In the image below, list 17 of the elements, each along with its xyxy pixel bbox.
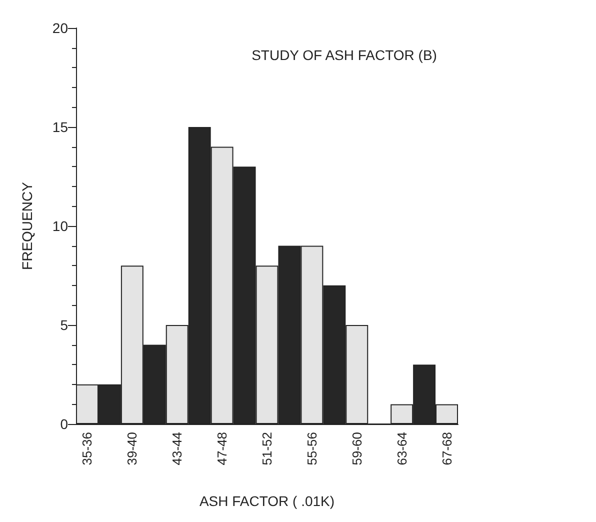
y-tick-label: 20 (52, 20, 68, 36)
x-tick-label: 47-48 (214, 432, 230, 466)
x-tick-label: 35-36 (80, 432, 95, 466)
x-axis-title: ASH FACTOR ( .01K) (199, 493, 335, 509)
y-tick-label: 5 (60, 317, 68, 333)
y-tick-label: 0 (60, 416, 68, 432)
x-tick-label: 51-52 (260, 432, 274, 466)
annotation: STUDY OF ASH FACTOR (B) (252, 47, 437, 63)
x-tick-label: 43-44 (170, 432, 185, 466)
x-tick-label: 55-56 (304, 432, 320, 466)
x-tick-label: 39-40 (124, 432, 140, 466)
x-tick-label: 63-64 (394, 432, 410, 466)
y-tick-label: 15 (52, 119, 68, 135)
y-axis-title: FREQUENCY (19, 181, 35, 270)
x-tick-label: 67-68 (439, 432, 454, 466)
y-tick-label: 10 (52, 218, 68, 234)
x-tick-label: 59-60 (349, 432, 364, 466)
